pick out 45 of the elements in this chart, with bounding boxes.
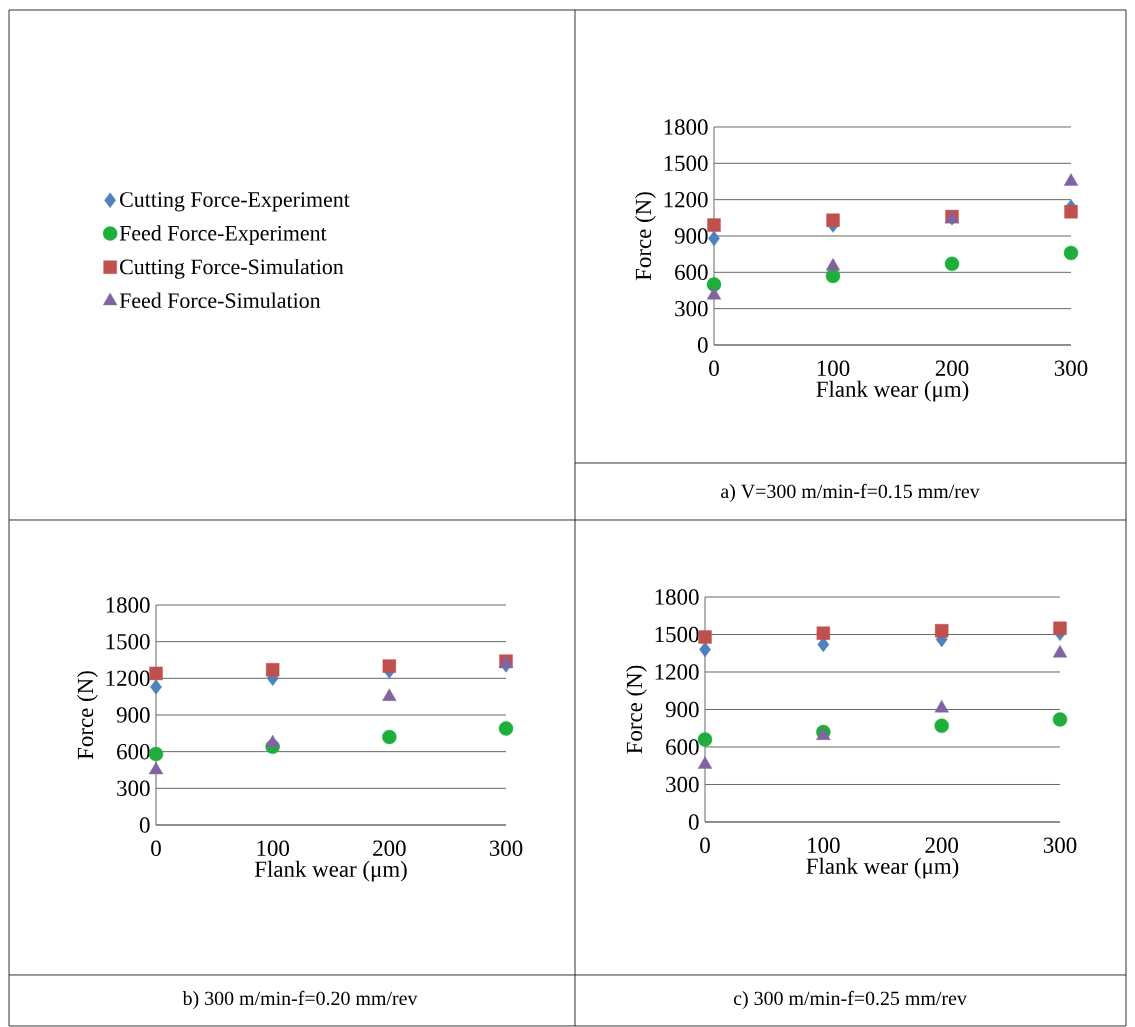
y-tick-label: 0 <box>688 814 699 830</box>
x-tick-label: 100 <box>817 360 850 376</box>
text: b) 300 m/min-f=0.20 mm/rev <box>182 990 418 1010</box>
x-tick-label: 200 <box>925 837 958 853</box>
x-axis-title: Flank wear (μm) <box>254 860 407 882</box>
x-tick-label: 0 <box>151 840 161 856</box>
x-tick-label: 0 <box>709 360 719 376</box>
x-tick-label: 300 <box>489 840 523 856</box>
y-axis-title: Force (N) <box>626 665 647 754</box>
x-tick-label: 200 <box>373 840 406 856</box>
y-tick-label: 300 <box>117 780 150 797</box>
text: c) 300 m/min-f=0.25 mm/rev <box>733 990 967 1010</box>
y-tick-label: 600 <box>666 739 699 755</box>
y-tick-label: 300 <box>666 776 699 793</box>
y-tick-label: 1500 <box>655 626 699 643</box>
y-tick-label: 900 <box>674 228 708 244</box>
text: a) V=300 m/min-f=0.15 mm/rev <box>721 483 980 503</box>
x-axis-title: Flank wear (μm) <box>806 857 959 879</box>
y-tick-label: 1500 <box>664 155 708 172</box>
y-tick-label: 600 <box>675 264 708 281</box>
y-tick-label: 1200 <box>655 664 699 680</box>
legend-label: Feed Force-Simulation <box>119 292 321 308</box>
x-axis-title: Flank wear (μm) <box>816 380 969 402</box>
y-axis-title: Force (N) <box>77 671 98 760</box>
x-tick-label: 300 <box>1054 360 1088 376</box>
y-tick-label: 600 <box>117 743 150 760</box>
y-tick-label: 1500 <box>106 633 150 650</box>
legend-label: Feed Force-Experiment <box>119 225 327 246</box>
y-tick-label: 1200 <box>664 191 708 208</box>
y-tick-label: 0 <box>139 817 150 833</box>
y-tick-label: 1800 <box>655 589 699 605</box>
y-tick-label: 1800 <box>664 119 708 135</box>
x-tick-label: 100 <box>257 840 289 856</box>
x-tick-label: 100 <box>808 837 840 853</box>
x-tick-label: 300 <box>1043 837 1077 853</box>
legend-label: Cutting Force-Experiment <box>120 192 350 212</box>
legend-label: Cutting Force-Simulation <box>120 258 344 279</box>
y-tick-label: 900 <box>116 707 150 723</box>
y-tick-label: 900 <box>665 701 699 718</box>
y-axis-title: Force (N) <box>635 192 656 281</box>
y-tick-label: 1800 <box>106 597 150 613</box>
y-tick-label: 1200 <box>106 670 150 687</box>
y-tick-label: 300 <box>675 300 708 317</box>
y-tick-label: 0 <box>697 337 708 353</box>
x-tick-label: 200 <box>935 360 969 376</box>
